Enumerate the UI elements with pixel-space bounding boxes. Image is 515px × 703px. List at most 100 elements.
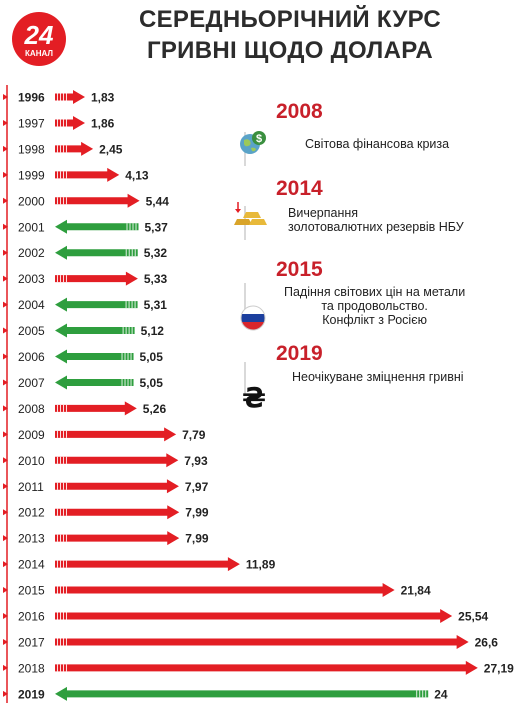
axis-tick bbox=[3, 664, 8, 671]
bar-stripe bbox=[125, 301, 127, 309]
bar-stripe bbox=[63, 404, 64, 412]
axis-tick bbox=[3, 638, 8, 645]
bar-arrow-2003 bbox=[55, 271, 138, 286]
bar-stripe bbox=[63, 638, 64, 646]
tick-label-2006: 2006 bbox=[18, 350, 45, 364]
russia-flag-icon bbox=[240, 305, 266, 336]
bar-stripe bbox=[126, 223, 128, 231]
axis-tick bbox=[3, 275, 8, 282]
tick-label-2011: 2011 bbox=[18, 480, 44, 494]
data-label-2013: 7,99 bbox=[185, 532, 209, 546]
tick-label-2015: 2015 bbox=[18, 584, 45, 598]
bar-stripe bbox=[57, 197, 58, 205]
data-label-2006: 5,05 bbox=[140, 350, 164, 364]
data-label-2016: 25,54 bbox=[458, 610, 488, 624]
bar-stripe bbox=[57, 171, 58, 179]
axis-tick bbox=[3, 483, 8, 490]
bar-2017: 2017 26,6 bbox=[3, 634, 498, 649]
bar-stripe bbox=[134, 301, 136, 309]
bar-stripe bbox=[124, 353, 126, 360]
bar-stripe bbox=[419, 690, 421, 698]
bar-1997: 1997 1,86 bbox=[3, 115, 115, 130]
bar-2011: 2011 7,97 bbox=[3, 479, 209, 494]
event-text-line: та продовольство. bbox=[321, 299, 428, 313]
bar-2002: 2002 5,32 bbox=[3, 245, 167, 260]
axis-tick bbox=[3, 405, 8, 412]
bar-stripe bbox=[57, 119, 58, 127]
data-label-2018: 27,19 bbox=[484, 661, 514, 675]
bar-stripe bbox=[131, 249, 133, 257]
bar-stripe bbox=[66, 508, 67, 516]
bar-stripe bbox=[60, 171, 61, 179]
svg-text:$: $ bbox=[256, 133, 262, 145]
bar-stripe bbox=[124, 378, 126, 386]
bar-stripe bbox=[66, 664, 67, 672]
bar-stripe bbox=[57, 430, 58, 438]
bar-stripe bbox=[66, 560, 67, 568]
bar-stripe bbox=[63, 145, 64, 153]
bar-stripe bbox=[57, 275, 58, 283]
bar-arrow-2007 bbox=[55, 375, 134, 390]
chart-title-line-2: ГРИВНІ ЩОДО ДОЛАРА bbox=[146, 37, 434, 64]
bar-stripe bbox=[60, 664, 61, 672]
bar-stripe bbox=[63, 275, 64, 283]
bar-stripe bbox=[63, 508, 64, 516]
axis-tick bbox=[3, 561, 8, 568]
bar-arrow-2008 bbox=[55, 401, 137, 416]
bar-2003: 2003 5,33 bbox=[3, 271, 168, 286]
axis-tick bbox=[3, 535, 8, 542]
data-label-2011: 7,97 bbox=[185, 480, 209, 494]
bar-stripe bbox=[66, 171, 67, 179]
bar-stripe bbox=[66, 430, 67, 438]
bar-arrow-2016 bbox=[55, 609, 453, 623]
bar-stripe bbox=[60, 145, 61, 153]
bar-stripe bbox=[57, 638, 58, 646]
bar-stripe bbox=[66, 482, 67, 490]
bar-arrow-2005 bbox=[55, 323, 135, 338]
data-label-2007: 5,05 bbox=[140, 376, 164, 390]
bar-stripe bbox=[125, 327, 127, 335]
data-label-2009: 7,79 bbox=[182, 428, 206, 442]
data-label-2012: 7,99 bbox=[185, 506, 209, 520]
bar-arrow-2001 bbox=[55, 219, 139, 234]
bar-stripe bbox=[132, 223, 134, 231]
bar-stripe bbox=[60, 508, 61, 516]
bar-stripe bbox=[130, 378, 132, 386]
event-text-line: Конфлікт з Росією bbox=[322, 313, 427, 327]
event-text-2019: Неочікуване зміцнення гривні bbox=[292, 370, 464, 384]
bar-stripe bbox=[66, 456, 67, 464]
bar-arrow-2018 bbox=[55, 660, 478, 675]
data-label-2019: 24 bbox=[434, 687, 448, 701]
bar-stripe bbox=[66, 119, 67, 127]
bar-stripe bbox=[63, 612, 64, 620]
bar-stripe bbox=[60, 456, 61, 464]
event-divider bbox=[244, 283, 246, 317]
data-label-2008: 5,26 bbox=[143, 402, 167, 416]
bar-stripe bbox=[134, 249, 136, 257]
bar-stripe bbox=[63, 93, 64, 101]
bar-stripe bbox=[63, 119, 64, 127]
bar-2014: 2014 11,89 bbox=[3, 557, 276, 572]
event-text-2014: Вичерпання золотовалютних резервів НБУ bbox=[288, 206, 464, 234]
bar-stripe bbox=[63, 171, 64, 179]
logo-name: КАНАЛ bbox=[25, 49, 53, 58]
axis-tick bbox=[3, 119, 8, 126]
bar-stripe bbox=[66, 612, 67, 620]
bar-2012: 2012 7,99 bbox=[3, 505, 209, 520]
bar-arrow-2009 bbox=[55, 427, 177, 442]
bar-2013: 2013 7,99 bbox=[3, 531, 209, 546]
bar-arrow-2017 bbox=[55, 634, 469, 649]
event-year-2015: 2015 bbox=[276, 258, 323, 281]
bar-1999: 1999 4,13 bbox=[3, 167, 149, 182]
axis-tick bbox=[3, 613, 8, 619]
axis-tick bbox=[3, 301, 8, 308]
bar-arrow-2002 bbox=[55, 245, 138, 260]
event-text-line: золотовалютних резервів НБУ bbox=[288, 220, 464, 234]
tick-label-2003: 2003 bbox=[18, 272, 45, 286]
bar-stripe bbox=[425, 690, 427, 698]
bar-arrow-1998 bbox=[55, 141, 94, 156]
bar-2006: 2006 5,05 bbox=[3, 349, 164, 364]
bar-stripe bbox=[66, 275, 67, 283]
bar-stripe bbox=[60, 430, 61, 438]
bar-stripe bbox=[127, 378, 129, 386]
